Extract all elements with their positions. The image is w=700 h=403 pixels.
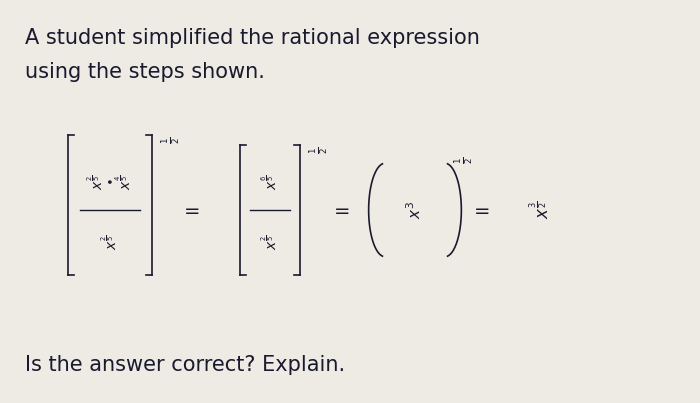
Text: $x^3$: $x^3$ (406, 201, 424, 219)
Text: $\frac{1}{2}$: $\frac{1}{2}$ (160, 136, 182, 144)
Text: A student simplified the rational expression: A student simplified the rational expres… (25, 28, 480, 48)
Text: $x^{\frac{2}{5}}$: $x^{\frac{2}{5}}$ (86, 174, 106, 190)
Text: Is the answer correct? Explain.: Is the answer correct? Explain. (25, 355, 345, 375)
Text: $=$: $=$ (180, 201, 200, 220)
Text: using the steps shown.: using the steps shown. (25, 62, 265, 82)
Text: $x^{\frac{2}{5}}$: $x^{\frac{2}{5}}$ (260, 234, 280, 250)
Text: $x^{\frac{2}{5}}$: $x^{\frac{2}{5}}$ (100, 234, 120, 250)
Text: $\frac{1}{2}$: $\frac{1}{2}$ (453, 156, 475, 164)
Text: $=$: $=$ (470, 201, 490, 220)
Text: $x^{\frac{3}{2}}$: $x^{\frac{3}{2}}$ (528, 201, 552, 219)
Text: $x^{\frac{6}{5}}$: $x^{\frac{6}{5}}$ (260, 174, 280, 190)
Text: $x^{\frac{4}{5}}$: $x^{\frac{4}{5}}$ (114, 174, 134, 190)
Text: $\frac{1}{2}$: $\frac{1}{2}$ (308, 146, 330, 154)
Text: $=$: $=$ (330, 201, 350, 220)
Text: $\bullet$: $\bullet$ (104, 178, 116, 186)
